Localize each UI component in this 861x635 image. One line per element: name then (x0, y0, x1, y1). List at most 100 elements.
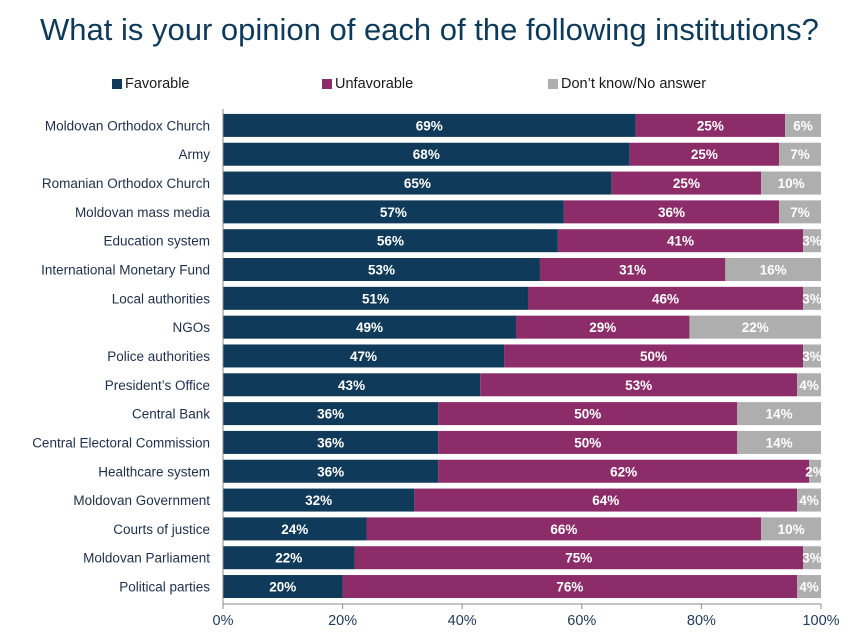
legend-label-unfavorable: Unfavorable (335, 76, 414, 92)
data-label-favorable-local-authorities: 51% (362, 291, 389, 306)
bar-favorable-political-parties (223, 575, 343, 599)
data-label-unfavorable-central-bank: 50% (574, 407, 601, 422)
bar-favorable-local-authorities (223, 286, 528, 310)
category-label-president-s-office: President’s Office (105, 378, 210, 393)
bar-unfavorable-ngos (516, 315, 690, 339)
bar-dont-know-moldovan-parliament (803, 546, 821, 570)
bar-unfavorable-education-system (557, 229, 804, 253)
bar-favorable-courts-of-justice (223, 517, 367, 541)
x-tick-label-3: 60% (567, 613, 596, 629)
bar-favorable-romanian-orthodox-church (223, 171, 612, 195)
bar-dont-know-courts-of-justice (761, 517, 821, 541)
data-label-unfavorable-courts-of-justice: 66% (550, 522, 577, 537)
x-tick-label-5: 100% (802, 613, 839, 629)
bar-unfavorable-army (629, 142, 780, 166)
legend-swatch-dont-know (548, 79, 558, 89)
bar-dont-know-army (779, 142, 821, 166)
x-tick-label-2: 40% (448, 613, 477, 629)
data-label-dont-know-political-parties: 4% (799, 580, 819, 595)
data-label-unfavorable-army: 25% (691, 147, 718, 162)
data-label-dont-know-central-electoral-commission: 14% (766, 435, 793, 450)
category-label-moldovan-parliament: Moldovan Parliament (83, 551, 210, 566)
legend-item-favorable: Favorable (112, 76, 189, 92)
data-label-favorable-police-authorities: 47% (350, 349, 377, 364)
bar-unfavorable-local-authorities (527, 286, 804, 310)
category-label-political-parties: Political parties (119, 580, 210, 595)
bar-favorable-police-authorities (223, 344, 505, 368)
bar-unfavorable-moldovan-mass-media (563, 200, 780, 224)
data-label-dont-know-moldovan-government: 4% (799, 493, 819, 508)
bar-unfavorable-romanian-orthodox-church (611, 171, 762, 195)
bar-dont-know-moldovan-orthodox-church (785, 113, 821, 137)
data-label-dont-know-romanian-orthodox-church: 10% (778, 176, 805, 191)
data-label-unfavorable-moldovan-government: 64% (592, 493, 619, 508)
bar-dont-know-police-authorities (803, 344, 821, 368)
x-tick-label-1: 20% (328, 613, 357, 629)
legend-item-dont-know: Don’t know/No answer (548, 76, 706, 92)
bar-unfavorable-president-s-office (480, 373, 798, 397)
data-label-dont-know-moldovan-mass-media: 7% (790, 205, 810, 220)
bar-dont-know-political-parties (797, 575, 821, 599)
category-label-central-electoral-commission: Central Electoral Commission (32, 435, 210, 450)
bar-dont-know-moldovan-government (797, 488, 821, 512)
bar-dont-know-healthcare-system (809, 459, 821, 483)
x-tick-label-0: 0% (213, 613, 234, 629)
category-label-local-authorities: Local authorities (112, 291, 211, 306)
data-label-dont-know-ngos: 22% (742, 320, 769, 335)
bar-unfavorable-central-bank (438, 402, 738, 426)
bar-favorable-central-bank (223, 402, 439, 426)
bar-favorable-healthcare-system (223, 459, 439, 483)
data-label-unfavorable-international-monetary-fund: 31% (619, 263, 646, 278)
bar-favorable-moldovan-mass-media (223, 200, 564, 224)
bar-favorable-central-electoral-commission (223, 430, 439, 454)
data-label-unfavorable-romanian-orthodox-church: 25% (673, 176, 700, 191)
data-label-dont-know-president-s-office: 4% (799, 378, 819, 393)
legend-item-unfavorable: Unfavorable (322, 76, 413, 92)
bar-favorable-international-monetary-fund (223, 258, 540, 282)
data-label-dont-know-central-bank: 14% (766, 407, 793, 422)
bar-unfavorable-central-electoral-commission (438, 430, 738, 454)
data-label-dont-know-army: 7% (790, 147, 810, 162)
bar-favorable-army (223, 142, 630, 166)
legend-swatch-favorable (112, 79, 122, 89)
data-label-favorable-moldovan-parliament: 22% (275, 551, 302, 566)
category-label-education-system: Education system (103, 234, 210, 249)
legend-label-favorable: Favorable (125, 76, 190, 92)
data-label-favorable-healthcare-system: 36% (317, 464, 344, 479)
data-label-unfavorable-ngos: 29% (589, 320, 616, 335)
bar-dont-know-central-bank (737, 402, 821, 426)
data-label-favorable-president-s-office: 43% (338, 378, 365, 393)
data-label-unfavorable-political-parties: 76% (556, 580, 583, 595)
bar-unfavorable-moldovan-parliament (354, 546, 804, 570)
data-label-dont-know-international-monetary-fund: 16% (760, 263, 787, 278)
bar-dont-know-president-s-office (797, 373, 821, 397)
data-label-unfavorable-president-s-office: 53% (625, 378, 652, 393)
data-label-dont-know-local-authorities: 3% (802, 291, 822, 306)
x-tick-label-4: 80% (687, 613, 716, 629)
bar-dont-know-international-monetary-fund (725, 258, 821, 282)
data-label-favorable-romanian-orthodox-church: 65% (404, 176, 431, 191)
data-label-unfavorable-moldovan-parliament: 75% (565, 551, 592, 566)
category-label-police-authorities: Police authorities (107, 349, 210, 364)
category-label-international-monetary-fund: International Monetary Fund (41, 263, 210, 278)
category-label-romanian-orthodox-church: Romanian Orthodox Church (42, 176, 210, 191)
data-label-favorable-central-bank: 36% (317, 407, 344, 422)
data-label-dont-know-police-authorities: 3% (802, 349, 822, 364)
data-label-favorable-courts-of-justice: 24% (281, 522, 308, 537)
data-label-favorable-moldovan-orthodox-church: 69% (416, 118, 443, 133)
category-label-healthcare-system: Healthcare system (98, 464, 210, 479)
data-label-favorable-moldovan-mass-media: 57% (380, 205, 407, 220)
data-label-dont-know-moldovan-orthodox-church: 6% (793, 118, 813, 133)
data-label-dont-know-education-system: 3% (802, 234, 822, 249)
bar-favorable-president-s-office (223, 373, 481, 397)
data-label-favorable-political-parties: 20% (269, 580, 296, 595)
data-label-favorable-moldovan-government: 32% (305, 493, 332, 508)
data-label-unfavorable-education-system: 41% (667, 234, 694, 249)
bar-unfavorable-courts-of-justice (366, 517, 762, 541)
data-label-dont-know-courts-of-justice: 10% (778, 522, 805, 537)
category-label-ngos: NGOs (172, 320, 210, 335)
bar-favorable-moldovan-parliament (223, 546, 355, 570)
data-label-unfavorable-police-authorities: 50% (640, 349, 667, 364)
legend: Favorable Unfavorable Don’t know/No answ… (0, 76, 861, 96)
